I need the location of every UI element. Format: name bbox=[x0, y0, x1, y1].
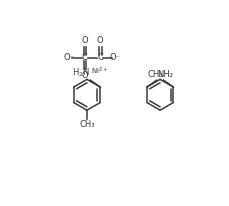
Text: O: O bbox=[97, 36, 103, 45]
Text: O: O bbox=[81, 71, 88, 80]
Text: C: C bbox=[82, 53, 87, 62]
Text: H$_2$N: H$_2$N bbox=[72, 67, 90, 79]
Text: CH₃: CH₃ bbox=[147, 70, 163, 79]
Text: O: O bbox=[81, 36, 88, 45]
Text: NH₂: NH₂ bbox=[158, 70, 174, 79]
Text: Ni$^{2+}$: Ni$^{2+}$ bbox=[91, 66, 108, 77]
Text: O⁻: O⁻ bbox=[110, 53, 121, 62]
Text: C: C bbox=[97, 53, 103, 62]
Text: CH₃: CH₃ bbox=[79, 120, 95, 129]
Text: O⁻: O⁻ bbox=[64, 53, 75, 62]
